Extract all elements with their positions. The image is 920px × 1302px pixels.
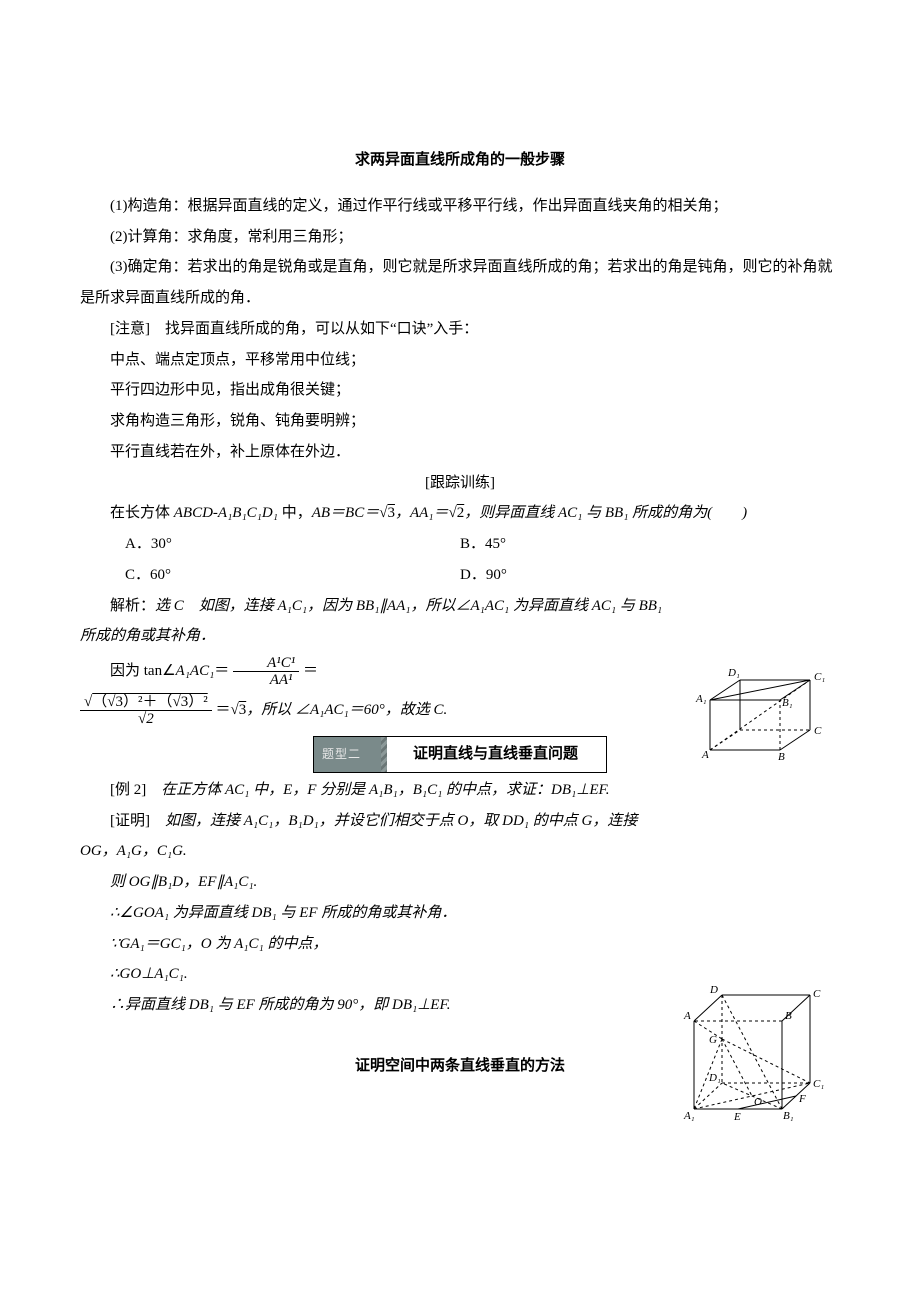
p1-sqrt3: √3: [379, 505, 395, 521]
step-1: (1)构造角：根据异面直线的定义，通过作平行线或平移平行线，作出异面直线夹角的相…: [80, 191, 840, 222]
proof-p1: [证明] 如图，连接 A₁C₁，B₁D₁，并设它们相交于点 O，取 DD₁ 的中…: [80, 806, 840, 868]
figure-cuboid: A B C A₁ B₁ C₁ D₁: [690, 660, 830, 770]
fig1-C: C: [814, 725, 822, 737]
fig2-A: A: [683, 1010, 691, 1022]
fig1-C1: C₁: [814, 671, 825, 683]
fig2-D: D: [709, 984, 718, 996]
mnemonic-2: 平行四边形中见，指出成角很关键；: [80, 375, 840, 406]
p1-text-c: AB＝BC＝: [312, 505, 380, 521]
followup-label: [跟踪训练]: [80, 468, 840, 499]
ex2-text: 在正方体 AC₁ 中，E，F 分别是 A₁B₁，B₁C₁ 的中点，求证：DB₁⊥…: [161, 782, 609, 798]
option-d: D．90°: [460, 560, 840, 591]
fig2-F: F: [798, 1093, 806, 1105]
fig1-A1: A₁: [695, 693, 707, 705]
fig2-G: G: [709, 1034, 717, 1046]
options-row-1: A．30° B．45°: [80, 529, 840, 560]
mnemonic-4: 平行直线若在外，补上原体在外边．: [80, 437, 840, 468]
sol-eq-3: ＝: [215, 702, 230, 718]
fig2-B: B: [785, 1010, 792, 1022]
p1-text-d: ，AA₁＝: [395, 505, 449, 521]
sol-tan-a: 因为 tan∠: [110, 663, 176, 679]
fig2-C: C: [813, 988, 821, 1000]
sol-eq-1: ＝: [214, 663, 229, 679]
example-2-stem: [例 2] 在正方体 AC₁ 中，E，F 分别是 A₁B₁，B₁C₁ 的中点，求…: [80, 775, 840, 806]
sol-label: 解析：: [110, 598, 155, 614]
solution-1-head: 解析：选 C 如图，连接 A₁C₁，因为 BB₁∥AA₁，所以∠A₁AC₁ 为异…: [80, 591, 840, 653]
step-2: (2)计算角：求角度，常利用三角形；: [80, 222, 840, 253]
ex2-label: [例 2]: [110, 782, 161, 798]
fig2-C1: C₁: [813, 1078, 824, 1090]
frac2-den: √2: [80, 710, 212, 728]
section-title-2-label: 证明直线与直线垂直问题: [385, 737, 606, 772]
proof-p2: 则 OG∥B₁D，EF∥A₁C₁.: [80, 867, 840, 898]
fig2-E: E: [733, 1111, 741, 1123]
figure-cube: D C B A D₁ C₁ B₁ A₁ E F G O: [682, 983, 832, 1123]
mnemonic-1: 中点、端点定顶点，平移常用中位线；: [80, 345, 840, 376]
proof-label: [证明]: [110, 813, 165, 829]
problem-1-stem: 在长方体 ABCD-A₁B₁C₁D₁ 中，AB＝BC＝√3，AA₁＝√2，则异面…: [80, 498, 840, 529]
frac-2: √（√3）²＋（√3）² √2: [80, 694, 212, 728]
p1-text-a: 在长方体: [110, 505, 174, 521]
step-3: (3)确定角：若求出的角是锐角或是直角，则它就是所求异面直线所成的角；若求出的角…: [80, 252, 840, 314]
fig2-A1: A₁: [683, 1110, 695, 1122]
sol-text: 选 C 如图，连接 A₁C₁，因为 BB₁∥AA₁，所以∠A₁AC₁ 为异面直线…: [80, 598, 662, 645]
sol-tail: ，所以 ∠A₁AC₁＝60°，故选 C.: [246, 702, 447, 718]
sol-sqrt3: √3: [230, 702, 246, 718]
frac1-num: A¹C¹: [233, 655, 299, 672]
mnemonic-3: 求角构造三角形，锐角、钝角要明辨；: [80, 406, 840, 437]
section-title-1: 求两异面直线所成角的一般步骤: [80, 145, 840, 176]
fig1-B: B: [778, 751, 785, 763]
fig1-D1: D₁: [727, 667, 740, 679]
p1-text-e: ，则异面直线 AC₁ 与 BB₁ 所成的角为( ): [464, 505, 747, 521]
option-c: C．60°: [80, 560, 460, 591]
proof-p3: ∴∠GOA₁ 为异面直线 DB₁ 与 EF 所成的角或其补角．: [80, 898, 840, 929]
sol-eq-2: ＝: [303, 663, 318, 679]
document-page: 求两异面直线所成角的一般步骤 (1)构造角：根据异面直线的定义，通过作平行线或平…: [0, 0, 920, 1302]
fig2-O: O: [754, 1096, 762, 1108]
section-tag: 题型二: [314, 737, 385, 772]
frac1-den: AA¹: [233, 671, 299, 689]
p1-text-b: 中，: [278, 505, 312, 521]
fig2-B1: B₁: [783, 1110, 794, 1122]
note-label: [注意] 找异面直线所成的角，可以从如下“口诀”入手：: [80, 314, 840, 345]
frac2-num: √（√3）²＋（√3）²: [80, 694, 212, 711]
fig2-D1: D₁: [708, 1072, 721, 1084]
p1-math-1: ABCD-A₁B₁C₁D₁: [174, 505, 278, 521]
p1-sqrt2: √2: [449, 505, 465, 521]
options-row-2: C．60° D．90°: [80, 560, 840, 591]
fig1-A: A: [701, 749, 709, 761]
fig1-B1: B₁: [782, 697, 793, 709]
proof-p4: ∵GA₁＝GC₁，O 为 A₁C₁ 的中点，: [80, 929, 840, 960]
option-a: A．30°: [80, 529, 460, 560]
frac-1: A¹C¹ AA¹: [233, 655, 299, 689]
sol-tan-sub: A₁AC₁: [176, 663, 215, 679]
option-b: B．45°: [460, 529, 840, 560]
section-bar-inner: 题型二 证明直线与直线垂直问题: [313, 736, 607, 773]
